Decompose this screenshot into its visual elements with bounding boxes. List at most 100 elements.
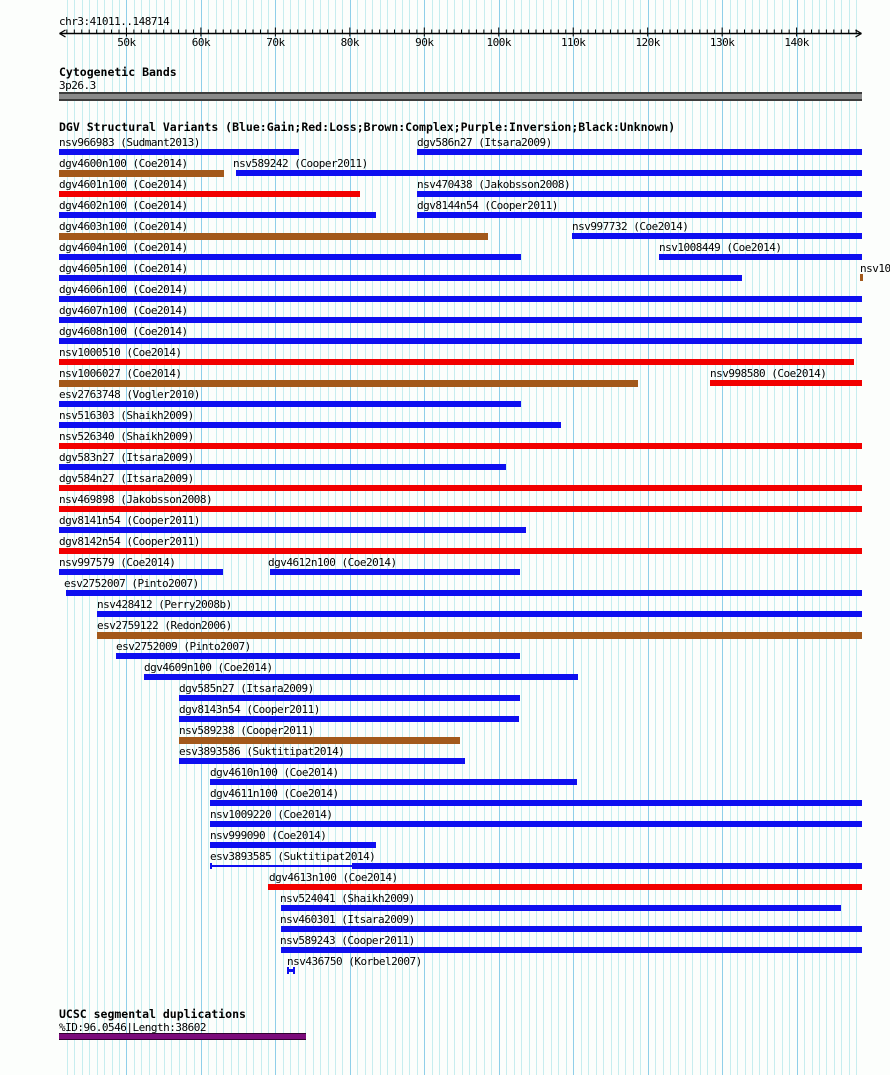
variant-h-glyph[interactable] xyxy=(287,967,295,974)
variant-label[interactable]: dgv8144n54 (Cooper2011) xyxy=(417,199,558,212)
variant-bar[interactable] xyxy=(59,296,862,302)
variant-bar[interactable] xyxy=(59,275,742,281)
variant-label[interactable]: nsv999090 (Coe2014) xyxy=(210,829,327,842)
variant-label[interactable]: nsv997579 (Coe2014) xyxy=(59,556,176,569)
variant-label[interactable]: esv2752007 (Pinto2007) xyxy=(64,577,199,590)
variant-label[interactable]: dgv4611n100 (Coe2014) xyxy=(210,787,339,800)
variant-bar[interactable] xyxy=(210,842,376,848)
variant-label[interactable]: nsv524041 (Shaikh2009) xyxy=(280,892,415,905)
variant-bar[interactable] xyxy=(281,947,862,953)
variant-label[interactable]: dgv4602n100 (Coe2014) xyxy=(59,199,188,212)
variant-label[interactable]: nsv1008449 (Coe2014) xyxy=(659,241,782,254)
variant-label[interactable]: nsv436750 (Korbel2007) xyxy=(287,955,422,968)
variant-label[interactable]: dgv4608n100 (Coe2014) xyxy=(59,325,188,338)
variant-bar[interactable] xyxy=(59,443,862,449)
variant-label[interactable]: nsv1009220 (Coe2014) xyxy=(210,808,333,821)
variant-label[interactable]: esv3893586 (Suktitipat2014) xyxy=(179,745,345,758)
variant-bar[interactable] xyxy=(97,611,862,617)
variant-bar[interactable] xyxy=(59,548,862,554)
variant-label[interactable]: esv2752009 (Pinto2007) xyxy=(116,640,251,653)
variant-label[interactable]: dgv4607n100 (Coe2014) xyxy=(59,304,188,317)
variant-label[interactable]: nsv10 xyxy=(860,262,890,275)
variant-label[interactable]: dgv8141n54 (Cooper2011) xyxy=(59,514,200,527)
variant-label[interactable]: nsv589243 (Cooper2011) xyxy=(280,934,415,947)
variant-label[interactable]: esv2759122 (Redon2006) xyxy=(97,619,232,632)
variant-bar[interactable] xyxy=(236,170,862,176)
variant-label[interactable]: nsv997732 (Coe2014) xyxy=(572,220,689,233)
variant-bar[interactable] xyxy=(59,464,506,470)
cytogenetic-band-bar[interactable] xyxy=(59,92,862,101)
variant-bar[interactable] xyxy=(97,632,862,639)
variant-bar[interactable] xyxy=(179,716,519,722)
variant-bar[interactable] xyxy=(116,653,520,659)
variant-bar[interactable] xyxy=(59,422,561,428)
variant-bar[interactable] xyxy=(179,695,520,701)
variant-bar[interactable] xyxy=(66,590,862,596)
variant-label[interactable]: dgv4603n100 (Coe2014) xyxy=(59,220,188,233)
variant-bar[interactable] xyxy=(59,191,360,197)
variant-label[interactable]: dgv4605n100 (Coe2014) xyxy=(59,262,188,275)
variant-label[interactable]: nsv516303 (Shaikh2009) xyxy=(59,409,194,422)
variant-label[interactable]: nsv1006027 (Coe2014) xyxy=(59,367,182,380)
variant-bar[interactable] xyxy=(59,506,862,512)
variant-label[interactable]: nsv998580 (Coe2014) xyxy=(710,367,827,380)
variant-label[interactable]: dgv4612n100 (Coe2014) xyxy=(268,556,397,569)
variant-bar[interactable] xyxy=(417,191,862,197)
variant-bar[interactable] xyxy=(210,800,862,806)
variant-label[interactable]: dgv4601n100 (Coe2014) xyxy=(59,178,188,191)
variant-thin-line[interactable] xyxy=(210,865,352,867)
variant-label[interactable]: dgv8142n54 (Cooper2011) xyxy=(59,535,200,548)
variant-label[interactable]: nsv428412 (Perry2008b) xyxy=(97,598,232,611)
variant-label[interactable]: dgv585n27 (Itsara2009) xyxy=(179,682,314,695)
variant-bar[interactable] xyxy=(59,338,862,344)
variant-label[interactable]: nsv460301 (Itsara2009) xyxy=(280,913,415,926)
variant-label[interactable]: nsv469898 (Jakobsson2008) xyxy=(59,493,213,506)
variant-bar[interactable] xyxy=(59,317,862,323)
variant-bar[interactable] xyxy=(281,905,841,911)
variant-bar[interactable] xyxy=(179,758,465,764)
variant-bar[interactable] xyxy=(210,779,577,785)
variant-label[interactable]: nsv966983 (Sudmant2013) xyxy=(59,136,200,149)
variant-bar[interactable] xyxy=(59,212,376,218)
variant-label[interactable]: dgv4606n100 (Coe2014) xyxy=(59,283,188,296)
variant-bar[interactable] xyxy=(59,569,223,575)
variant-bar[interactable] xyxy=(144,674,578,680)
variant-bar[interactable] xyxy=(59,380,638,387)
variant-label[interactable]: dgv4613n100 (Coe2014) xyxy=(269,871,398,884)
variant-label[interactable]: dgv583n27 (Itsara2009) xyxy=(59,451,194,464)
variant-bar[interactable] xyxy=(270,569,520,575)
variant-bar[interactable] xyxy=(417,212,862,218)
segdup-bar[interactable] xyxy=(59,1033,306,1040)
variant-bar[interactable] xyxy=(179,737,460,744)
variant-tick-bar[interactable] xyxy=(860,274,863,281)
variant-bar[interactable] xyxy=(268,884,862,890)
variant-bar[interactable] xyxy=(417,149,862,155)
variant-label[interactable]: nsv589242 (Cooper2011) xyxy=(233,157,368,170)
variant-bar[interactable] xyxy=(352,863,862,869)
variant-label[interactable]: dgv8143n54 (Cooper2011) xyxy=(179,703,320,716)
variant-label[interactable]: nsv470438 (Jakobsson2008) xyxy=(417,178,571,191)
variant-bar[interactable] xyxy=(59,170,224,177)
variant-bar[interactable] xyxy=(281,926,862,932)
variant-label[interactable]: nsv1000510 (Coe2014) xyxy=(59,346,182,359)
variant-bar[interactable] xyxy=(572,233,862,239)
variant-label[interactable]: dgv586n27 (Itsara2009) xyxy=(417,136,552,149)
variant-bar[interactable] xyxy=(710,380,862,386)
variant-bar[interactable] xyxy=(59,485,862,491)
variant-bar[interactable] xyxy=(659,254,862,260)
variant-label[interactable]: esv3893585 (Suktitipat2014) xyxy=(210,850,376,863)
variant-label[interactable]: dgv4610n100 (Coe2014) xyxy=(210,766,339,779)
variant-label[interactable]: dgv4609n100 (Coe2014) xyxy=(144,661,273,674)
variant-bar[interactable] xyxy=(59,233,488,240)
variant-label[interactable]: esv2763748 (Vogler2010) xyxy=(59,388,200,401)
variant-bar[interactable] xyxy=(59,359,854,365)
variant-bar[interactable] xyxy=(59,527,526,533)
variant-bar[interactable] xyxy=(59,254,521,260)
variant-label[interactable]: dgv4604n100 (Coe2014) xyxy=(59,241,188,254)
variant-bar[interactable] xyxy=(210,821,862,827)
variant-label[interactable]: nsv589238 (Cooper2011) xyxy=(179,724,314,737)
variant-bar[interactable] xyxy=(59,149,299,155)
variant-label[interactable]: dgv584n27 (Itsara2009) xyxy=(59,472,194,485)
variant-bar[interactable] xyxy=(59,401,521,407)
variant-label[interactable]: nsv526340 (Shaikh2009) xyxy=(59,430,194,443)
